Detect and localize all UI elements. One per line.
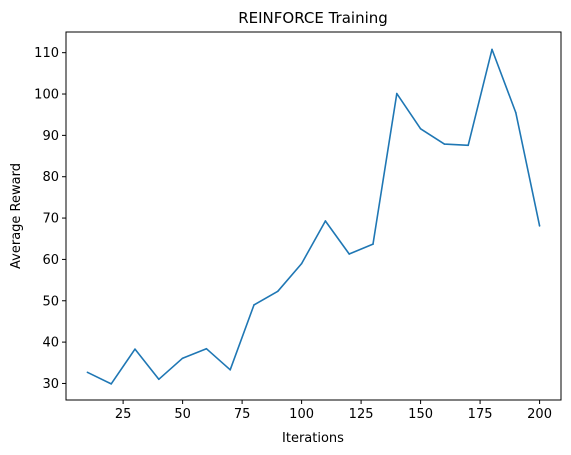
y-tick-label: 90: [42, 129, 59, 144]
data-point: [253, 304, 255, 306]
y-tick-label: 50: [42, 294, 59, 309]
data-point: [395, 92, 398, 95]
data-point: [467, 144, 469, 147]
x-axis: 25 50 75 100 125 150 175 200: [115, 400, 552, 422]
y-tick-label: 30: [42, 377, 59, 392]
data-point: [134, 348, 136, 350]
x-axis-label: Iterations: [282, 431, 344, 446]
data-point: [181, 357, 184, 360]
data-point: [110, 383, 113, 385]
data-point: [158, 378, 160, 381]
data-point: [491, 48, 493, 51]
plot-area: [86, 48, 541, 385]
data-point: [443, 143, 446, 145]
data-point: [324, 220, 327, 222]
data-point: [86, 371, 89, 374]
plot-frame: [65, 31, 562, 401]
y-axis: 30 40 50 60 70 80 90 100 110: [34, 46, 66, 392]
x-tick-label: 125: [349, 407, 374, 422]
data-point: [514, 111, 517, 114]
data-point: [205, 347, 208, 350]
y-axis-label: Average Reward: [9, 163, 24, 269]
y-tick-label: 110: [34, 46, 59, 61]
x-tick-label: 100: [289, 407, 314, 422]
data-point: [229, 369, 232, 371]
data-point: [372, 243, 374, 245]
data-point: [277, 290, 279, 293]
x-tick-label: 50: [174, 407, 191, 422]
y-tick-label: 70: [42, 212, 59, 227]
x-tick-label: 75: [234, 407, 251, 422]
data-point: [419, 127, 422, 130]
y-tick-label: 80: [42, 170, 59, 185]
x-tick-label: 25: [115, 407, 132, 422]
y-tick-label: 100: [34, 88, 59, 103]
chart-title: REINFORCE Training: [238, 9, 388, 27]
data-point: [300, 262, 303, 265]
x-tick-label: 200: [527, 407, 552, 422]
x-tick-label: 150: [408, 407, 433, 422]
series-line: [87, 48, 541, 385]
data-point: [538, 225, 541, 227]
y-tick-label: 60: [42, 253, 59, 268]
y-tick-label: 40: [42, 336, 59, 351]
x-tick-label: 175: [468, 407, 493, 422]
data-point: [348, 253, 350, 255]
